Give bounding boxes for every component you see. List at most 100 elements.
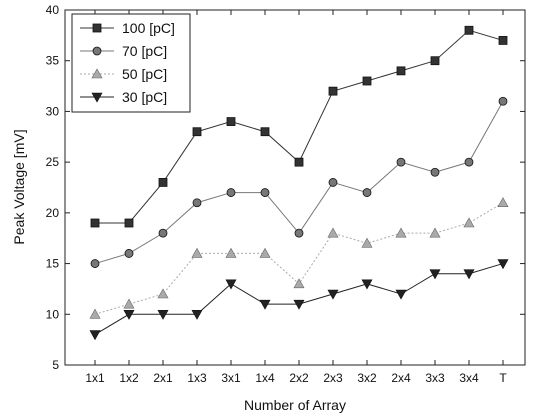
data-point	[90, 259, 100, 268]
legend-marker	[92, 46, 102, 56]
series-line	[94, 202, 504, 315]
data-point	[225, 247, 237, 258]
data-point	[191, 247, 203, 258]
y-tick-label: 25	[46, 155, 60, 169]
legend-label: 30 [pC]	[122, 89, 167, 105]
data-point	[90, 218, 100, 228]
legend-entry: 30 [pC]	[80, 89, 167, 105]
legend-label: 50 [pC]	[122, 66, 167, 82]
data-point	[294, 157, 304, 167]
y-tick-label: 15	[46, 257, 60, 271]
data-point	[123, 309, 135, 320]
y-tick-label: 5	[52, 358, 59, 372]
data-point	[157, 288, 169, 299]
data-point	[429, 269, 441, 280]
plot-frame	[64, 9, 526, 366]
data-point	[157, 309, 169, 320]
x-tick-label: 1x2	[119, 371, 139, 385]
y-tick-label: 30	[46, 104, 60, 118]
data-point	[362, 188, 372, 197]
series-3	[89, 197, 509, 319]
y-axis-title: Peak Voltage [mV]	[11, 129, 27, 244]
x-tick-label: 3x3	[425, 371, 445, 385]
legend-entry: 50 [pC]	[80, 66, 167, 82]
data-point	[430, 167, 440, 177]
data-point	[464, 157, 474, 167]
data-point	[395, 227, 407, 238]
data-point	[226, 188, 236, 197]
data-point	[192, 198, 202, 208]
data-point	[361, 237, 373, 248]
data-point	[89, 308, 101, 319]
x-tick-label: 3x1	[221, 371, 241, 385]
data-point	[260, 188, 270, 197]
data-point	[498, 96, 508, 106]
data-point	[362, 76, 372, 86]
data-point	[463, 217, 475, 228]
data-point	[327, 289, 339, 300]
data-point	[395, 289, 407, 300]
data-point	[430, 56, 440, 66]
series-2	[90, 96, 508, 268]
data-point	[294, 228, 304, 238]
x-tick-label: 2x2	[289, 371, 309, 385]
x-tick-label: 3x2	[357, 371, 377, 385]
x-tick-label: 1x4	[255, 371, 275, 385]
data-point	[497, 259, 509, 270]
legend: 100 [pC] 70 [pC] 50 [pC] 30 [pC]	[71, 13, 191, 113]
data-point	[498, 36, 508, 45]
y-tick-label: 35	[46, 54, 60, 68]
data-point	[396, 66, 406, 76]
data-point	[89, 330, 101, 341]
series-1	[90, 25, 508, 228]
legend-entry: 100 [pC]	[80, 20, 175, 36]
x-axis: 1x1 1x2 2x1 1x3 3x1 1x4 2x2 2x3 3x2 2x4 3x3 3x4 T	[85, 10, 507, 385]
data-point	[226, 117, 236, 126]
x-tick-label: 2x3	[323, 371, 343, 385]
data-point	[464, 25, 474, 35]
series-layer	[89, 25, 509, 341]
data-point	[124, 218, 134, 228]
series-4	[89, 259, 509, 341]
x-tick-label: T	[499, 371, 507, 385]
data-point	[293, 278, 305, 289]
y-tick-label: 20	[46, 206, 60, 220]
data-point	[328, 86, 338, 96]
x-tick-label: 3x4	[459, 371, 479, 385]
legend-marker	[91, 68, 103, 79]
legend-marker	[92, 23, 102, 33]
data-point	[259, 247, 271, 258]
data-point	[396, 157, 406, 167]
x-tick-label: 2x1	[153, 371, 173, 385]
data-point	[158, 228, 168, 238]
y-tick-label: 10	[46, 307, 60, 321]
data-point	[192, 127, 202, 137]
legend-label: 70 [pC]	[122, 43, 167, 59]
y-tick-label: 40	[46, 3, 60, 17]
data-point	[327, 227, 339, 238]
data-point	[225, 279, 237, 290]
data-point	[293, 299, 305, 310]
legend-entry: 70 [pC]	[80, 43, 167, 59]
series-line	[94, 263, 504, 336]
x-tick-label: 1x3	[187, 371, 207, 385]
data-point	[328, 178, 338, 187]
data-point	[429, 227, 441, 238]
legend-label: 100 [pC]	[122, 20, 175, 36]
series-line	[94, 101, 504, 265]
data-point	[361, 279, 373, 290]
y-axis: 5 10 15 20 25 30 35 40	[46, 3, 525, 372]
data-point	[463, 269, 475, 280]
data-point	[259, 299, 271, 310]
data-point	[497, 197, 509, 208]
legend-marker	[91, 92, 103, 103]
data-point	[123, 298, 135, 309]
data-point	[191, 309, 203, 320]
x-tick-label: 1x1	[85, 371, 105, 385]
x-axis-title: Number of Array	[244, 397, 346, 413]
data-point	[260, 127, 270, 137]
legend-box	[71, 13, 191, 113]
data-point	[158, 178, 168, 187]
x-tick-label: 2x4	[391, 371, 411, 385]
